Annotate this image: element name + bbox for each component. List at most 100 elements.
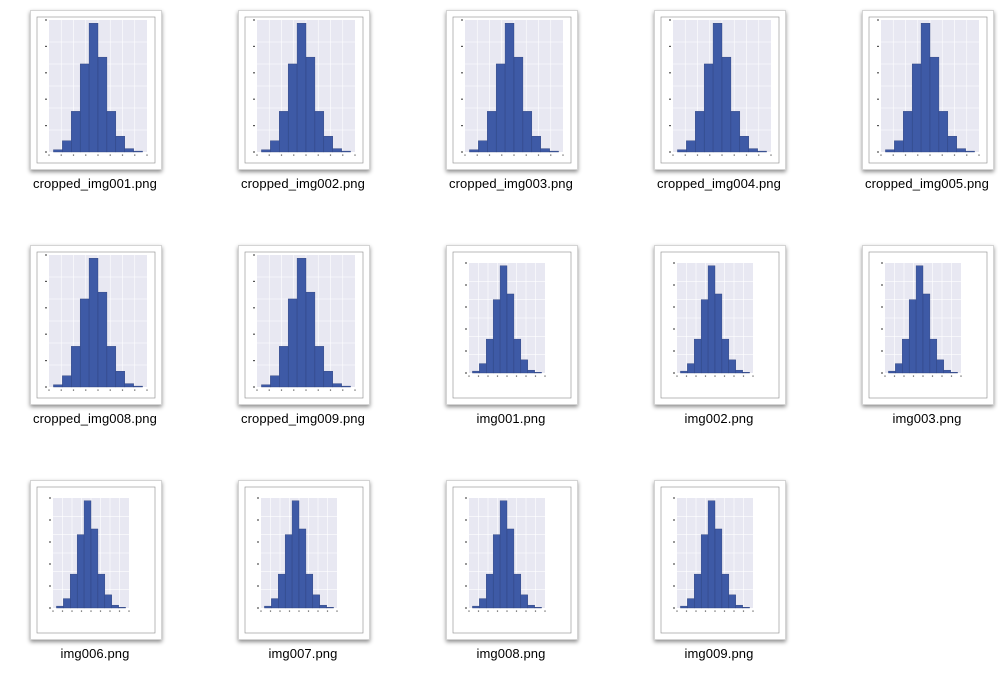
x-tick-mark [941, 375, 943, 377]
y-tick-mark [257, 585, 259, 587]
x-tick-mark [496, 375, 499, 377]
file-name-label[interactable]: cropped_img008.png [33, 411, 157, 426]
x-tick-mark [931, 375, 934, 377]
y-tick-mark [669, 72, 671, 74]
histogram-bar [707, 500, 716, 609]
histogram-bar [522, 111, 533, 153]
histogram-preview [244, 251, 364, 399]
y-tick-mark [257, 497, 259, 499]
x-tick-mark [742, 375, 745, 377]
file-name-label[interactable]: img006.png [60, 646, 130, 661]
y-tick-mark [45, 254, 47, 256]
file-thumbnail[interactable] [446, 245, 578, 405]
file-name-label[interactable]: cropped_img004.png [657, 176, 781, 191]
histogram-bar [506, 528, 515, 609]
file-thumbnail[interactable] [446, 10, 578, 170]
file-item[interactable]: cropped_img009.png [208, 235, 408, 465]
file-thumbnail[interactable] [30, 480, 162, 640]
file-item[interactable]: img001.png [416, 235, 616, 465]
y-tick-mark [45, 386, 47, 388]
histogram-bar [271, 598, 279, 609]
file-item[interactable]: cropped_img004.png [624, 0, 824, 230]
x-tick-mark [534, 375, 537, 377]
file-thumbnail[interactable] [862, 245, 994, 405]
y-tick-mark [877, 151, 879, 153]
y-tick-mark [669, 19, 671, 21]
y-tick-mark [465, 372, 467, 374]
x-tick-mark [354, 389, 356, 391]
file-item[interactable]: img007.png [208, 470, 408, 700]
y-tick-mark [673, 262, 675, 264]
histogram-bar [332, 148, 342, 153]
y-tick-mark [465, 585, 467, 587]
file-item[interactable]: img009.png [624, 470, 824, 700]
histogram-bar [106, 346, 117, 388]
histogram-bar [728, 594, 736, 609]
file-thumbnail[interactable] [654, 245, 786, 405]
x-tick-mark [71, 610, 73, 612]
histogram-bar [97, 56, 108, 153]
histogram-bar [111, 604, 119, 609]
file-item[interactable]: img008.png [416, 470, 616, 700]
histogram-bar [534, 372, 542, 374]
x-tick-mark [80, 610, 83, 612]
file-thumbnail[interactable] [862, 10, 994, 170]
file-thumbnail[interactable] [654, 10, 786, 170]
x-tick-mark [121, 389, 124, 391]
file-thumbnail[interactable] [446, 480, 578, 640]
y-tick-mark [253, 98, 255, 100]
file-item[interactable]: cropped_img003.png [416, 0, 616, 230]
histogram-bar [742, 607, 750, 609]
histogram-bar [53, 384, 63, 388]
file-item[interactable]: cropped_img005.png [832, 0, 998, 230]
x-tick-mark [696, 154, 699, 156]
x-tick-mark [72, 389, 75, 391]
file-item[interactable]: img003.png [832, 235, 998, 465]
x-tick-mark [880, 154, 882, 156]
y-tick-mark [45, 307, 47, 309]
y-tick-mark [673, 519, 675, 521]
file-name-label[interactable]: cropped_img002.png [241, 176, 365, 191]
file-name-label[interactable]: img008.png [476, 646, 546, 661]
file-thumbnail[interactable] [654, 480, 786, 640]
x-tick-mark [960, 375, 962, 377]
file-name-label[interactable]: cropped_img001.png [33, 176, 157, 191]
y-tick-mark [257, 563, 259, 565]
file-name-label[interactable]: cropped_img003.png [449, 176, 573, 191]
file-name-label[interactable]: img001.png [476, 411, 546, 426]
x-tick-mark [146, 154, 148, 156]
histogram-bar [956, 148, 966, 153]
file-name-label[interactable]: img007.png [268, 646, 338, 661]
histogram-bar [929, 56, 940, 153]
histogram-bar [721, 56, 732, 153]
y-tick-mark [881, 372, 883, 374]
histogram-bar [687, 363, 695, 374]
file-name-label[interactable]: cropped_img005.png [865, 176, 989, 191]
x-tick-mark [468, 610, 470, 612]
file-name-label[interactable]: img002.png [684, 411, 754, 426]
x-tick-mark [342, 154, 344, 156]
y-tick-mark [461, 151, 463, 153]
x-tick-mark [256, 389, 258, 391]
file-item[interactable]: cropped_img008.png [0, 235, 200, 465]
file-item[interactable]: cropped_img002.png [208, 0, 408, 230]
histogram-bar [908, 299, 917, 374]
file-thumbnail[interactable] [30, 10, 162, 170]
file-name-label[interactable]: cropped_img009.png [241, 411, 365, 426]
file-item[interactable]: img006.png [0, 470, 200, 700]
file-item[interactable]: img002.png [624, 235, 824, 465]
file-thumbnail[interactable] [30, 245, 162, 405]
histogram-preview [452, 486, 572, 634]
x-tick-mark [72, 154, 75, 156]
histogram-bar [62, 140, 72, 153]
file-thumbnail[interactable] [238, 10, 370, 170]
file-name-label[interactable]: img009.png [684, 646, 754, 661]
file-thumbnail[interactable] [238, 245, 370, 405]
file-name-label[interactable]: img003.png [892, 411, 962, 426]
x-tick-mark [48, 154, 50, 156]
x-tick-mark [723, 375, 726, 377]
histogram-bar [71, 346, 81, 388]
file-thumbnail[interactable] [238, 480, 370, 640]
file-item[interactable]: cropped_img001.png [0, 0, 200, 230]
y-tick-mark [669, 45, 671, 47]
